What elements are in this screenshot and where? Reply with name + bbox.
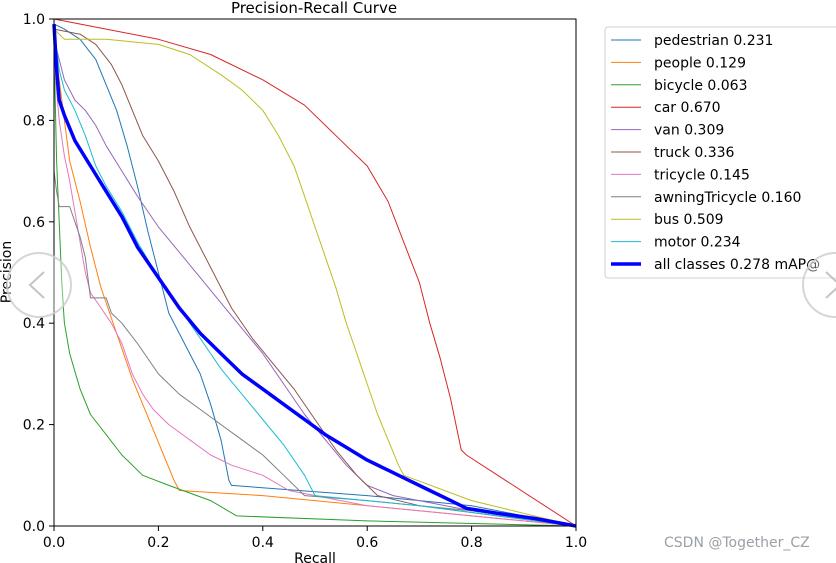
chart-title: Precision-Recall Curve (231, 0, 397, 17)
series-line-4 (53, 39, 577, 527)
series-line-1 (53, 34, 577, 527)
y-tick-label: 0.4 (23, 316, 45, 332)
chevron-right-icon (825, 271, 836, 299)
y-tick-label: 0.2 (23, 418, 45, 434)
y-tick-label: 0.0 (23, 519, 45, 535)
legend-entry: all classes 0.278 mAP@ (654, 257, 820, 273)
legend-entry: pedestrian 0.231 (654, 33, 773, 49)
x-axis-label: Recall (294, 551, 336, 563)
y-tick-label: 1.0 (23, 12, 45, 28)
next-image-button[interactable] (802, 252, 836, 318)
series-line-0 (53, 23, 577, 527)
series-line-5 (53, 28, 577, 527)
series-line-8 (53, 28, 577, 527)
series-line-2 (53, 44, 577, 527)
y-axis: 0.0 0.2 0.4 0.6 0.8 1.0 (23, 12, 54, 535)
series-line-10 (52, 24, 577, 528)
prev-image-button[interactable] (6, 252, 72, 318)
x-tick-label: 0.4 (252, 535, 274, 551)
x-tick-label: 0.2 (147, 535, 169, 551)
legend-entry: tricycle 0.145 (654, 167, 750, 183)
legend-entry: bicycle 0.063 (654, 78, 748, 94)
y-tick-label: 0.6 (23, 215, 45, 231)
x-axis: 0.0 0.2 0.4 0.6 0.8 1.0 (43, 526, 587, 551)
series-line-9 (53, 29, 577, 527)
x-tick-label: 1.0 (565, 535, 587, 551)
x-tick-label: 0.6 (356, 535, 378, 551)
series-line-7 (53, 171, 577, 527)
plot-area (52, 18, 577, 528)
legend-entry: awningTricycle 0.160 (654, 190, 801, 206)
y-tick-label: 0.8 (23, 113, 45, 129)
legend-entry: people 0.129 (654, 55, 746, 71)
x-tick-label: 0.0 (43, 535, 65, 551)
legend-entry: motor 0.234 (654, 235, 741, 251)
legend: pedestrian 0.231 people 0.129 bicycle 0.06… (604, 26, 836, 279)
series-line-3 (53, 18, 577, 527)
legend-entry: truck 0.336 (654, 145, 735, 161)
legend-box (604, 26, 836, 279)
series-line-6 (53, 59, 577, 527)
x-tick-label: 0.8 (460, 535, 482, 551)
legend-entry: van 0.309 (654, 123, 724, 139)
legend-entry: bus 0.509 (654, 212, 724, 228)
plot-frame (53, 18, 577, 527)
legend-entry: car 0.670 (654, 100, 721, 116)
chevron-left-icon (28, 271, 45, 299)
watermark: CSDN @Together_CZ (664, 535, 810, 551)
